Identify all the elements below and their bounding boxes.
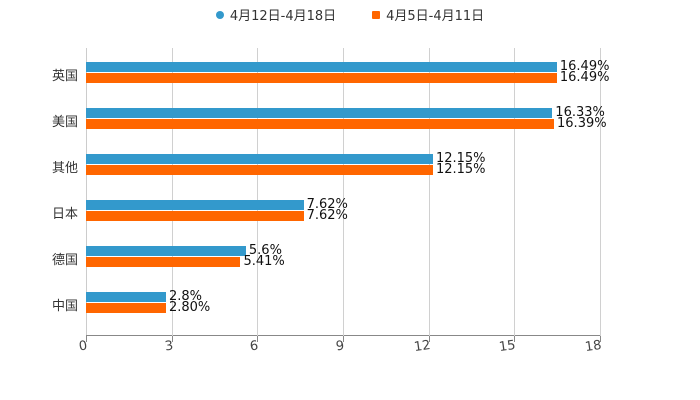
category-label: 日本	[51, 207, 78, 222]
category-label: 中国	[51, 299, 78, 314]
legend-label: 4月5日-4月11日	[386, 9, 485, 24]
bar[interactable]	[86, 62, 557, 72]
bar[interactable]	[86, 292, 166, 302]
x-tick-label: 15	[498, 337, 517, 356]
bar[interactable]	[86, 119, 555, 129]
x-tick-label: 18	[584, 337, 603, 356]
data-label: 5.6%	[248, 243, 282, 258]
category-label: 美国	[51, 115, 78, 130]
category-label: 英国	[51, 69, 78, 84]
category-label: 德国	[51, 253, 78, 268]
bar[interactable]	[86, 154, 433, 164]
bar[interactable]	[86, 303, 166, 313]
data-label: 5.41%	[243, 254, 285, 269]
bar[interactable]	[86, 211, 304, 221]
bar[interactable]	[86, 246, 246, 256]
x-tick-label: 3	[163, 338, 174, 355]
x-tick	[428, 336, 430, 342]
bar[interactable]	[86, 73, 557, 83]
x-tick	[343, 336, 344, 342]
data-label: 12.15%	[435, 151, 486, 166]
gridline	[514, 48, 516, 336]
bar[interactable]	[86, 200, 304, 210]
data-label: 2.8%	[168, 289, 202, 304]
x-tick-label: 12	[412, 337, 432, 356]
gridline	[600, 48, 601, 336]
gridline	[257, 48, 259, 336]
bar[interactable]	[86, 257, 241, 267]
gridline	[428, 48, 430, 336]
data-label: 16.33%	[555, 105, 605, 120]
data-label: 12.15%	[435, 162, 486, 177]
chart-legend: 4月12日-4月18日 4月5日-4月11日	[0, 5, 700, 24]
data-label: 16.49%	[559, 70, 610, 85]
bar[interactable]	[86, 108, 553, 118]
y-axis-line	[86, 48, 87, 336]
x-tick	[514, 336, 516, 342]
x-tick	[86, 336, 87, 342]
data-label: 7.62%	[306, 208, 348, 223]
data-label: 16.49%	[559, 59, 610, 74]
legend-item-week-apr12[interactable]: 4月12日-4月18日	[215, 5, 337, 24]
gridline	[343, 48, 344, 336]
data-label: 16.39%	[557, 116, 607, 131]
category-label: 其他	[51, 161, 78, 176]
data-label: 7.62%	[306, 197, 348, 212]
bar[interactable]	[86, 165, 433, 175]
x-tick	[171, 336, 173, 342]
legend-circle-icon	[215, 10, 224, 19]
x-tick	[600, 336, 601, 342]
legend-square-icon	[372, 10, 381, 19]
plot-area	[86, 48, 601, 342]
legend-label: 4月12日-4月18日	[229, 9, 337, 24]
data-label: 2.80%	[168, 300, 211, 315]
legend-item-week-apr5[interactable]: 4月5日-4月11日	[372, 5, 484, 24]
x-tick	[257, 336, 259, 342]
gridline	[171, 48, 173, 336]
